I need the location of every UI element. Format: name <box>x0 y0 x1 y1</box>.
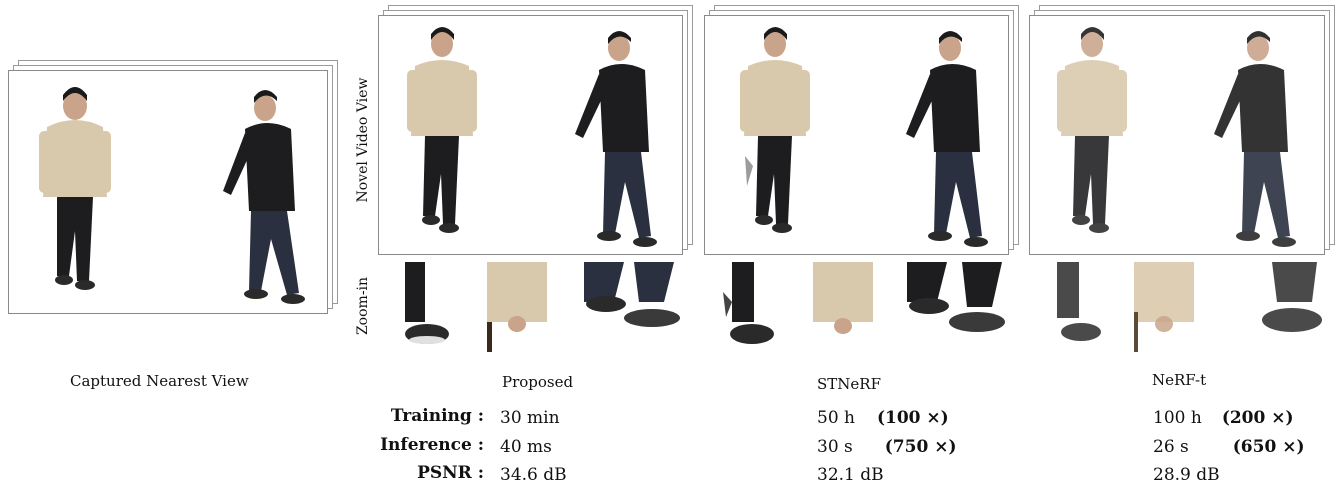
nerft-training: 100 h (200 ×) <box>1153 408 1294 428</box>
captured-view-image <box>8 70 328 314</box>
person-black-figure <box>906 31 988 247</box>
stnerf-inference-value: 30 s <box>817 437 853 457</box>
zoom-crop-stnerf-feet <box>907 262 1007 342</box>
proposed-inference: 40 ms <box>500 437 552 457</box>
proposed-training: 30 min <box>500 408 560 428</box>
caption-captured: Captured Nearest View <box>70 372 249 390</box>
stnerf-training: 50 h (100 ×) <box>817 408 949 428</box>
metric-label-psnr: PSNR : <box>417 463 484 483</box>
zoom-in-label: Zoom-in <box>355 276 371 336</box>
proposed-view-stack <box>378 5 694 257</box>
nerft-view-image <box>1029 15 1325 255</box>
stnerf-view-image <box>704 15 1009 255</box>
zoom-crop-nerft-shoe <box>1043 262 1103 352</box>
person-black-figure <box>575 31 657 247</box>
proposed-psnr: 34.6 dB <box>500 465 567 485</box>
stnerf-training-factor: (100 ×) <box>876 408 949 428</box>
nerft-inference: 26 s (650 ×) <box>1153 437 1305 457</box>
nerft-inference-factor: (650 ×) <box>1232 437 1305 457</box>
person-beige-figure <box>740 27 810 233</box>
zoom-crop-nerft-feet <box>1232 262 1332 342</box>
person-black-figure <box>223 90 305 304</box>
caption-nerft: NeRF-t <box>1152 371 1207 389</box>
person-beige-figure <box>39 87 111 290</box>
zoom-crop-proposed-feet <box>584 262 684 332</box>
nerft-view-stack <box>1029 5 1335 257</box>
metric-label-inference: Inference : <box>380 435 484 455</box>
zoom-crop-proposed-hand <box>487 262 547 352</box>
nerft-training-factor: (200 ×) <box>1221 408 1294 428</box>
zoom-crop-stnerf-shoe <box>718 262 778 352</box>
nerft-training-value: 100 h <box>1153 408 1202 428</box>
person-beige-figure <box>407 27 477 233</box>
captured-view-stack <box>8 60 338 320</box>
zoom-crop-nerft-hand <box>1134 262 1194 352</box>
person-black-figure <box>1214 31 1296 247</box>
stnerf-training-value: 50 h <box>817 408 855 428</box>
person-beige-figure <box>1057 27 1127 233</box>
caption-stnerf: STNeRF <box>817 375 881 393</box>
novel-view-label: Novel Video View <box>355 77 371 203</box>
nerft-inference-value: 26 s <box>1153 437 1189 457</box>
caption-proposed: Proposed <box>502 373 574 391</box>
stnerf-psnr: 32.1 dB <box>817 465 884 485</box>
stnerf-view-stack <box>704 5 1020 257</box>
stnerf-inference: 30 s (750 ×) <box>817 437 957 457</box>
zoom-crop-proposed-shoe <box>395 262 455 352</box>
proposed-view-image <box>378 15 683 255</box>
nerft-psnr: 28.9 dB <box>1153 465 1220 485</box>
stnerf-inference-factor: (750 ×) <box>884 437 957 457</box>
zoom-crop-stnerf-hand <box>813 262 873 352</box>
metric-label-training: Training : <box>390 406 484 426</box>
